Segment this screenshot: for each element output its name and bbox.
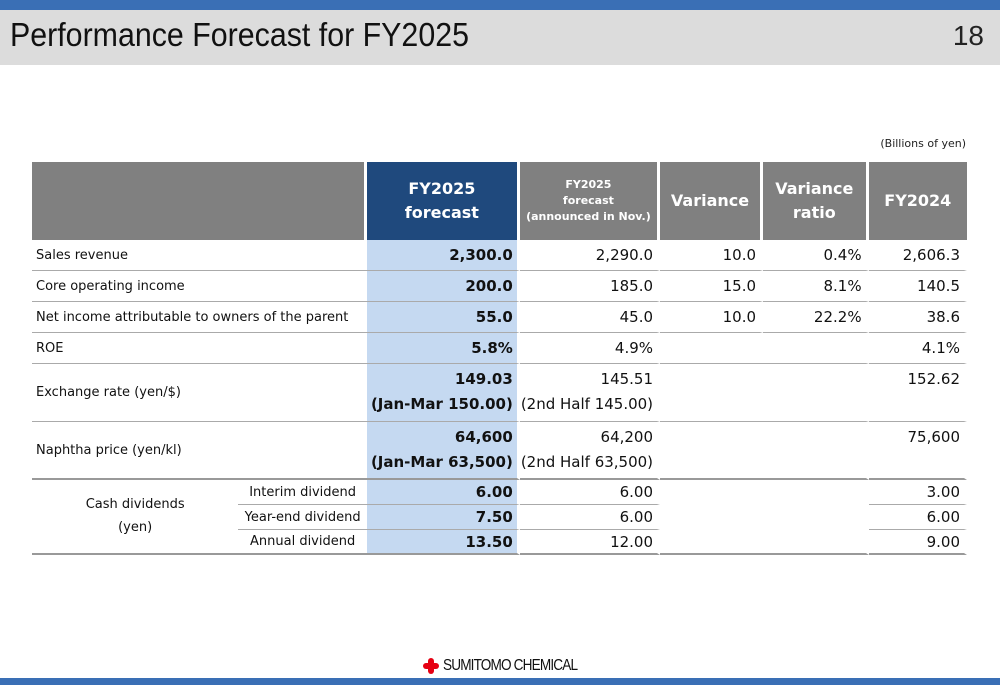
row-label: ROE (32, 333, 367, 364)
cell-empty (660, 505, 869, 530)
cell-fy2024: 152.62 (868, 364, 967, 422)
cell-fy2025: 13.50 (366, 530, 520, 555)
cell-ratio: 8.1% (763, 271, 869, 302)
top-accent-bar (0, 0, 1000, 10)
company-logo: SUMITOMO CHEMICAL (423, 657, 601, 675)
header-variance: Variance (660, 162, 764, 240)
cell-nov: 4.9% (519, 333, 661, 364)
cell-fy2024: 3.00 (868, 480, 967, 505)
cell-fy2025: 149.03 (Jan-Mar 150.00) (366, 364, 520, 422)
row-label: Interim dividend (238, 480, 367, 505)
cell-fy2024: 4.1% (868, 333, 967, 364)
page-number: 18 (952, 20, 984, 51)
cell-empty (660, 333, 869, 364)
row-label: Net income attributable to owners of the… (32, 302, 367, 333)
table-row: ROE 5.8% 4.9% 4.1% (32, 333, 967, 364)
row-label: Exchange rate (yen/$) (32, 364, 367, 422)
cell-variance: 10.0 (660, 302, 764, 333)
cell-nov: 2,290.0 (519, 240, 661, 271)
cell-fy2025: 200.0 (366, 271, 520, 302)
cell-variance: 15.0 (660, 271, 764, 302)
table-row: Exchange rate (yen/$) 149.03 (Jan-Mar 150.… (32, 364, 967, 422)
logo-mark-icon (423, 658, 439, 674)
dividend-row: Year-end dividend 7.50 6.00 6.00 (32, 505, 967, 530)
row-label: Naphtha price (yen/kl) (32, 422, 367, 480)
cell-fy2025: 2,300.0 (366, 240, 520, 271)
title-bar (0, 10, 1000, 65)
cell-fy2025: 6.00 (366, 480, 520, 505)
cell-ratio: 22.2% (763, 302, 869, 333)
cell-fy2025: 55.0 (366, 302, 520, 333)
cell-fy2024: 2,606.3 (868, 240, 967, 271)
row-label: Annual dividend (238, 530, 367, 555)
cell-fy2024: 6.00 (868, 505, 967, 530)
table-row: Core operating income 200.0 185.0 15.0 8.1% 1… (32, 271, 967, 302)
cell-fy2025: 64,600 (Jan-Mar 63,500) (366, 422, 520, 480)
cell-fy2024: 9.00 (868, 530, 967, 555)
cell-empty (660, 422, 869, 480)
cell-nov: 64,200 (2nd Half 63,500) (519, 422, 661, 480)
cell-nov: 185.0 (519, 271, 661, 302)
forecast-table: FY2025 forecast FY2025 forecast (announced … (32, 162, 967, 555)
bottom-accent-bar (0, 678, 1000, 685)
cell-empty (660, 364, 869, 422)
cell-nov: 6.00 (519, 480, 661, 505)
dividend-row: Cash dividends (yen) Interim dividend 6.00 6… (32, 480, 967, 555)
row-label: Sales revenue (32, 240, 367, 271)
cell-nov: 145.51 (2nd Half 145.00) (519, 364, 661, 422)
cell-empty (660, 480, 869, 505)
table-header-row: FY2025 forecast FY2025 forecast (announced … (32, 162, 967, 240)
header-nov-forecast: FY2025 forecast (announced in Nov.) (519, 162, 661, 240)
header-fy2024: FY2024 (868, 162, 967, 240)
header-fy2025-forecast: FY2025 forecast (366, 162, 520, 240)
cell-fy2025: 7.50 (366, 505, 520, 530)
table-row: Sales revenue 2,300.0 2,290.0 10.0 0.4% 2,606… (32, 240, 967, 271)
cell-nov: 6.00 (519, 505, 661, 530)
cell-empty (660, 530, 869, 555)
cell-fy2024: 75,600 (868, 422, 967, 480)
cell-variance: 10.0 (660, 240, 764, 271)
cell-nov: 12.00 (519, 530, 661, 555)
cell-ratio: 0.4% (763, 240, 869, 271)
dividends-group-label: Cash dividends (yen) (32, 480, 239, 555)
row-label: Year-end dividend (238, 505, 367, 530)
unit-note: (Billions of yen) (880, 137, 966, 150)
table-row: Net income attributable to owners of the… (32, 302, 967, 333)
header-blank (32, 162, 367, 240)
page-title: Performance Forecast for FY2025 (10, 16, 469, 53)
cell-fy2025: 5.8% (366, 333, 520, 364)
row-label: Core operating income (32, 271, 367, 302)
logo-text: SUMITOMO CHEMICAL (443, 657, 578, 674)
header-variance-ratio: Variance ratio (763, 162, 869, 240)
dividend-row: Annual dividend 13.50 12.00 9.00 (32, 530, 967, 555)
cell-fy2024: 38.6 (868, 302, 967, 333)
cell-fy2024: 140.5 (868, 271, 967, 302)
cell-nov: 45.0 (519, 302, 661, 333)
table-row: Naphtha price (yen/kl) 64,600 (Jan-Mar 63,… (32, 422, 967, 480)
